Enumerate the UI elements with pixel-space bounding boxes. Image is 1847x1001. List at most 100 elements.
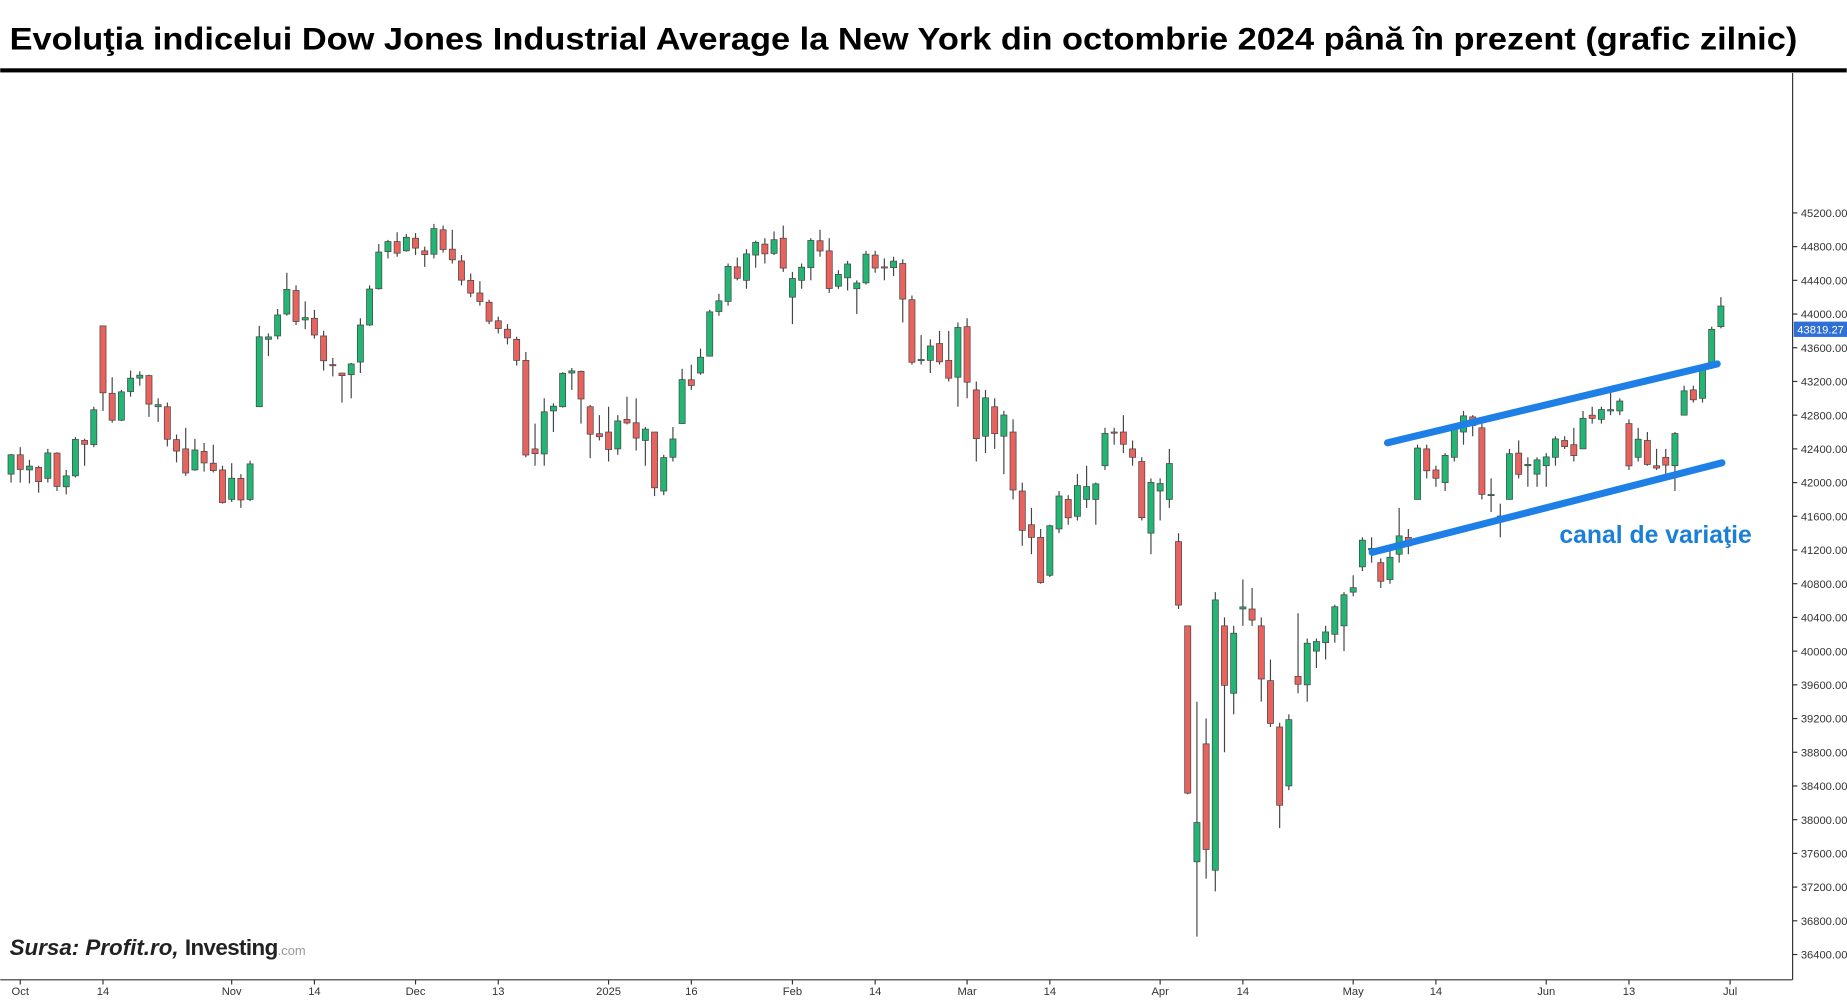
candle-body (1377, 562, 1385, 582)
candle-body (1184, 625, 1192, 794)
candle-body (1092, 483, 1100, 500)
candle-body (871, 254, 879, 269)
candle-body (669, 438, 677, 458)
y-tick-label: 38000.00 (1801, 815, 1847, 827)
candle-body (1119, 431, 1127, 445)
chart-title: Evoluţia indicelui Dow Jones Industrial … (10, 20, 1798, 56)
y-tick-label: 37200.00 (1801, 882, 1847, 894)
candle-body (448, 248, 456, 261)
candle-body (1588, 414, 1596, 419)
candle-body (550, 405, 557, 412)
candle-body (117, 391, 125, 421)
x-tick-label: Feb (783, 986, 802, 998)
candle-body (35, 467, 43, 483)
candle-body (44, 452, 52, 479)
candle-body (623, 419, 631, 424)
y-tick-label: 43600.00 (1801, 343, 1847, 355)
y-tick-label: 37600.00 (1801, 849, 1847, 861)
candle-body (145, 375, 153, 405)
candle-body (1230, 632, 1238, 694)
candle-body (81, 440, 89, 445)
candle-body (632, 422, 640, 439)
candle-body (963, 326, 971, 383)
candle-body (880, 266, 888, 269)
candle-body (687, 379, 695, 386)
candle-body (945, 360, 953, 379)
candle-body (1423, 448, 1431, 472)
candle-body (402, 236, 410, 252)
y-tick-label: 44000.00 (1801, 309, 1847, 321)
candle-body (329, 364, 337, 367)
y-tick-label: 38400.00 (1801, 781, 1847, 793)
candle-body (936, 343, 943, 363)
candle-body (577, 370, 585, 400)
y-tick-label: 36400.00 (1801, 950, 1847, 962)
candle-body (1441, 455, 1449, 483)
x-tick-label: Nov (222, 986, 242, 998)
candle-body (614, 420, 622, 450)
x-tick-label: 14 (869, 986, 881, 998)
candle-body (522, 360, 530, 456)
candle-body (1018, 490, 1026, 531)
title-rule (0, 68, 1847, 73)
candle-body (697, 356, 704, 374)
channel-upper (1383, 360, 1721, 447)
candle-body (1248, 608, 1256, 621)
candle-body (513, 338, 521, 361)
candle-body (559, 372, 567, 408)
candle-body (1055, 495, 1063, 530)
candle-body (531, 448, 539, 455)
candle-body (1009, 431, 1017, 491)
candle-body (393, 241, 401, 254)
candle-body (926, 345, 934, 361)
source: Sursa: Profit.ro, Investing.com (10, 935, 306, 960)
y-tick-label: 40000.00 (1801, 646, 1847, 658)
candle-body (1028, 524, 1035, 538)
candle-body (779, 237, 787, 269)
y-tick-label: 44400.00 (1801, 275, 1847, 287)
candle-body (586, 406, 594, 435)
candle-body (1515, 452, 1523, 475)
x-tick-label: 14 (1044, 986, 1056, 998)
candle-body (1561, 440, 1569, 447)
x-tick-label: Jun (1537, 986, 1555, 998)
candle-body (476, 292, 484, 302)
candle-body (347, 363, 355, 376)
candle-body (182, 448, 190, 474)
candle-body (1386, 556, 1394, 580)
candle-body (1257, 625, 1265, 680)
candle-body (724, 265, 732, 302)
candle-body (1037, 537, 1045, 583)
candle-body (375, 251, 383, 290)
x-tick-label: Oct (12, 986, 30, 998)
candle-body (16, 454, 24, 470)
candle-body (1313, 641, 1320, 652)
candle-body (136, 374, 144, 379)
candle-body (1607, 409, 1615, 412)
candle-body (1542, 456, 1550, 467)
y-tick-label: 43200.00 (1801, 377, 1847, 389)
candle-body (26, 465, 33, 471)
candle-body (991, 406, 999, 435)
candle-body (228, 477, 236, 500)
candle-body (540, 411, 548, 455)
candle-body (1487, 494, 1495, 496)
candle-body (743, 253, 750, 281)
candle-body (1643, 440, 1651, 465)
candle-body (265, 336, 272, 340)
candle-body (1570, 444, 1578, 456)
source-brand: Investing (185, 935, 278, 960)
candle-body (1211, 599, 1219, 871)
candle-body (789, 278, 796, 298)
y-tick-label: 42400.00 (1801, 444, 1847, 456)
candle-body (1478, 427, 1486, 495)
candle-body (1138, 461, 1146, 518)
candle-body (1331, 606, 1339, 635)
candle-body (862, 253, 870, 284)
candle-body (1193, 822, 1201, 863)
annotation: canal de variaţie (1559, 522, 1751, 549)
candle-body (770, 239, 778, 254)
x-tick-label: 13 (492, 986, 504, 998)
candle-body (1083, 486, 1091, 500)
